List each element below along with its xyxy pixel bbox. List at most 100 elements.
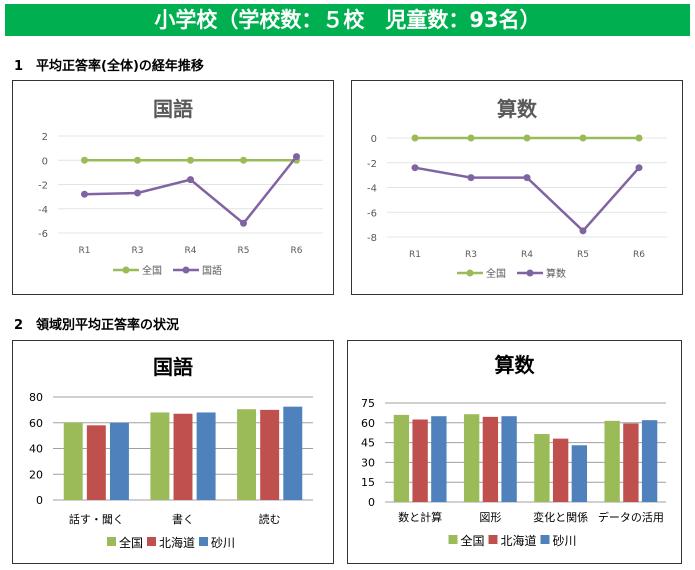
chart-title: 国語: [153, 97, 193, 121]
data-point: [411, 164, 419, 172]
sansu-domain-chart: 算数 75 60 45 30 15 0 数と計算 図形 変化と関係 データの活用 全国 北海道 砂川: [347, 340, 682, 564]
bar-北海道: [412, 419, 428, 502]
data-point: [81, 190, 88, 198]
section1-title: 1 平均正答率(全体)の経年推移: [14, 59, 204, 74]
data-point: [240, 219, 247, 227]
sansu-trend-chart: 算数 0 -2 -4 -6 -8 R1 R3 R4 R5 R6 全国 算数: [351, 80, 683, 295]
bar-北海道: [623, 423, 639, 502]
x-tick-label: R1: [79, 246, 91, 256]
x-tick-label: 書く: [172, 512, 194, 526]
y-tick-label: 45: [361, 437, 375, 450]
series-line-国語: [84, 155, 298, 226]
legend-swatch-icon: [107, 537, 116, 546]
legend-label: 北海道: [501, 533, 537, 548]
x-tick-label: R5: [577, 250, 589, 260]
bar-全国: [237, 409, 257, 500]
y-tick-label: 60: [29, 417, 43, 430]
x-tick-label: 図形: [479, 511, 501, 524]
y-tick-label: 0: [36, 494, 43, 507]
x-tick-label: R6: [291, 246, 303, 256]
x-tick-label: R3: [132, 246, 144, 256]
x-tick-label: 数と計算: [398, 510, 442, 524]
y-tick-label: 75: [361, 397, 375, 410]
data-point: [81, 156, 88, 164]
y-tick-label: -6: [367, 208, 377, 219]
legend-swatch-icon: [147, 537, 156, 546]
legend-label: 砂川: [553, 534, 577, 548]
x-tick-label: 話す・聞く: [69, 512, 124, 526]
chart-title: 国語: [153, 355, 193, 379]
legend-label: 全国: [142, 264, 162, 277]
y-tick-label: -2: [38, 181, 48, 192]
data-point: [134, 156, 141, 164]
y-tick-label: 15: [361, 476, 375, 489]
legend-label: 北海道: [159, 535, 195, 550]
y-tick-label: 20: [29, 468, 43, 481]
data-point: [293, 153, 300, 161]
bar-全国: [463, 414, 480, 502]
y-tick-label: 80: [29, 391, 43, 404]
x-tick-label: 変化と関係: [533, 510, 588, 524]
page-header: 小学校（学校数：５校 児童数：93名）: [5, 4, 690, 36]
data-point: [187, 156, 194, 164]
y-tick-label: -6: [38, 229, 48, 240]
data-point: [467, 174, 475, 182]
bar-砂川: [641, 420, 658, 502]
x-tick-label: R6: [633, 250, 645, 260]
kokugo-domain-chart: 国語 80 60 40 20 0 話す・聞く 書く 読む 全国 北海道 砂川: [12, 340, 334, 564]
bar-砂川: [501, 416, 517, 502]
legend-swatch-icon: [199, 537, 208, 546]
x-tick-label: R4: [521, 250, 533, 260]
bar-全国: [63, 422, 83, 500]
data-point: [523, 174, 531, 182]
legend-marker-icon: [466, 269, 474, 277]
y-tick-label: 0: [371, 134, 377, 145]
chart-title: 算数: [495, 353, 536, 377]
data-point: [635, 134, 643, 142]
y-tick-label: 0: [42, 156, 48, 167]
kokugo-trend-chart: 国語 2 0 -2 -4 -6 R1 R3 R4 R5 R6 全国 国語: [12, 80, 334, 295]
bar-北海道: [552, 438, 569, 502]
data-point: [635, 164, 643, 172]
bar-砂川: [196, 412, 216, 500]
x-tick-label: R5: [238, 246, 250, 256]
bar-北海道: [86, 425, 106, 500]
legend-swatch-icon: [488, 535, 498, 544]
bar-北海道: [260, 409, 280, 500]
legend-swatch-icon: [448, 535, 458, 544]
y-tick-label: 60: [361, 417, 375, 430]
legend-label: 全国: [119, 535, 143, 550]
y-tick-label: 30: [361, 456, 375, 469]
bar-砂川: [109, 422, 129, 500]
x-tick-label: R1: [409, 250, 421, 260]
legend-label: 算数: [546, 267, 566, 280]
bar-全国: [604, 420, 620, 502]
bar-全国: [393, 414, 410, 502]
y-tick-label: -8: [367, 233, 377, 244]
section2-title: 2 領域別平均正答率の状況: [14, 318, 180, 333]
y-tick-label: 0: [368, 496, 375, 509]
legend-marker-icon: [526, 269, 534, 277]
legend-label: 全国: [461, 533, 485, 548]
x-tick-label: 読む: [259, 512, 281, 526]
legend-label: 全国: [486, 267, 506, 280]
y-tick-label: 2: [42, 132, 48, 143]
bar-全国: [150, 412, 170, 500]
x-tick-label: R4: [185, 246, 197, 256]
data-point: [523, 134, 531, 142]
chart-svg: 国語 2 0 -2 -4 -6 R1 R3 R4 R5 R6 全国 国語: [38, 97, 323, 277]
y-tick-label: -4: [38, 205, 48, 216]
legend-swatch-icon: [540, 535, 550, 544]
bar-砂川: [283, 406, 303, 500]
bar-砂川: [431, 416, 447, 502]
legend-marker-icon: [182, 266, 190, 274]
data-point: [187, 176, 194, 184]
data-point: [240, 156, 247, 164]
legend-label: 砂川: [211, 536, 235, 550]
data-point: [579, 227, 587, 235]
legend-label: 国語: [202, 264, 222, 277]
y-tick-label: -4: [367, 184, 377, 195]
data-point: [579, 134, 587, 142]
